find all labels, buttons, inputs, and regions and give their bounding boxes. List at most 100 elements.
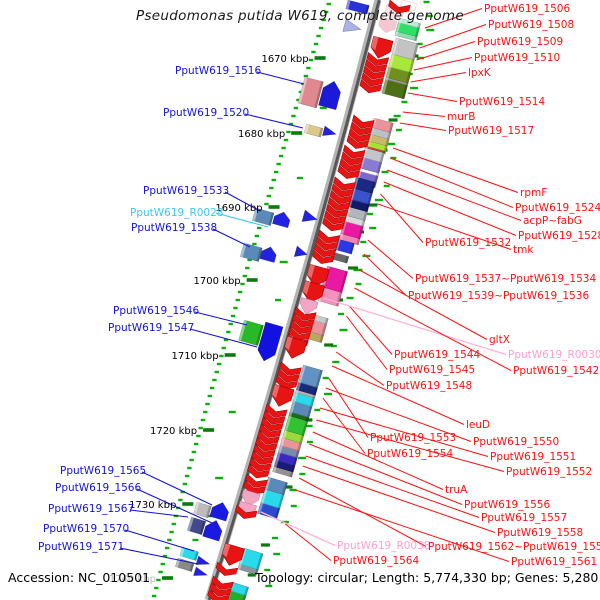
gene-box-segment[interactable] [385, 67, 411, 84]
red-chevron-glyph[interactable] [214, 561, 239, 579]
left-strand-glyph[interactable] [209, 500, 231, 522]
red-chevron-glyph[interactable] [262, 410, 286, 427]
gene-label-right[interactable]: PputW619_1550 [473, 436, 559, 448]
gene-box-segment[interactable] [278, 445, 300, 458]
rna-gene-arrow-run[interactable] [387, 0, 411, 16]
red-chevron-glyph[interactable] [346, 134, 370, 151]
red-chevron-glyph[interactable] [260, 416, 284, 433]
red-chevron-glyph[interactable] [254, 437, 278, 454]
red-chevron-glyph[interactable] [289, 320, 313, 336]
rna-gene-arrow-run[interactable] [274, 361, 302, 392]
gene-box-segment[interactable] [388, 54, 415, 73]
gene-label-left[interactable]: PputW619_1567 [48, 503, 134, 515]
rna-gene-arrow-run[interactable] [282, 335, 308, 361]
small-arrow-glyph[interactable] [342, 18, 363, 36]
gene-label-right[interactable]: rpmF [520, 187, 547, 199]
red-chevron-glyph[interactable] [252, 443, 276, 460]
rna-gene-arrow-run[interactable] [359, 35, 394, 95]
rna-gene-arrow-run[interactable] [311, 229, 341, 266]
rna-gene-arrow-run[interactable] [269, 383, 295, 409]
left-strand-glyph[interactable] [301, 209, 319, 225]
gene-box-segment[interactable] [385, 77, 409, 86]
gene-box-segment[interactable] [330, 251, 349, 264]
red-chevron-glyph[interactable] [360, 72, 384, 89]
gene-label-right[interactable]: murB [447, 111, 475, 123]
arrow-glyph[interactable] [272, 210, 291, 229]
gene-label-right[interactable]: PputW619_1545 [389, 364, 475, 376]
gene-box-segment[interactable] [358, 168, 379, 177]
gene-box-segment[interactable] [381, 79, 408, 99]
gene-box[interactable] [251, 207, 275, 226]
gene-label-right[interactable]: PputW619_1552 [506, 466, 592, 478]
gene-box-stack[interactable] [394, 17, 421, 42]
red-chevron-glyph[interactable] [250, 450, 274, 467]
gene-label-left[interactable]: PputW619_1516 [175, 65, 261, 77]
left-strand-glyph[interactable] [345, 0, 370, 15]
gene-box-segment[interactable] [394, 31, 418, 41]
gene-box-segment[interactable] [295, 389, 316, 399]
arrow-glyph[interactable] [318, 79, 343, 111]
gene-box-segment[interactable] [398, 18, 421, 29]
rna-gene-arrow-run[interactable] [337, 144, 366, 181]
rna-gene-arrow-run[interactable] [346, 114, 375, 151]
left-strand-glyph[interactable] [272, 210, 291, 229]
gene-box-segment[interactable] [284, 415, 308, 436]
left-strand-glyph[interactable] [318, 79, 343, 111]
gene-box-segment[interactable] [237, 564, 259, 575]
left-strand-glyph[interactable] [193, 501, 212, 519]
gene-label-left[interactable]: PputW619_1546 [113, 305, 199, 317]
red-chevron-glyph[interactable] [342, 144, 366, 161]
left-strand-glyph[interactable] [255, 321, 284, 363]
gene-box-segment[interactable] [348, 199, 370, 213]
red-chevron-glyph[interactable] [276, 368, 300, 385]
gene-label-left[interactable]: PputW619_1565 [60, 465, 146, 477]
red-chevron-glyph[interactable] [311, 249, 335, 266]
gene-box-segment[interactable] [359, 157, 382, 174]
gene-label-right[interactable]: PputW619_1532 [425, 237, 511, 249]
red-chevron-glyph[interactable] [234, 504, 258, 522]
red-chevron-glyph[interactable] [329, 190, 353, 207]
red-chevron-glyph[interactable] [315, 236, 339, 253]
gene-label-right[interactable]: PputW619_1509 [477, 36, 563, 48]
left-strand-glyph[interactable] [187, 516, 207, 536]
left-strand-glyph[interactable] [297, 76, 324, 109]
gene-box-stack[interactable] [237, 547, 264, 576]
gene-label-right[interactable]: PputW619_1558 [497, 527, 583, 539]
gene-label-right[interactable]: PputW619_R0030 [508, 349, 600, 361]
red-chevron-glyph[interactable] [293, 306, 317, 323]
gene-box-segment[interactable] [340, 221, 364, 240]
left-strand-glyph[interactable] [293, 245, 309, 260]
left-strand-glyph[interactable] [303, 123, 324, 138]
red-chevron-glyph[interactable] [351, 114, 375, 131]
gene-box-stack[interactable] [338, 176, 376, 246]
arrow-glyph[interactable] [209, 500, 231, 522]
gene-box-segment[interactable] [371, 118, 394, 133]
gene-label-right[interactable]: PputW619_1561 [511, 556, 597, 568]
gene-box-stack[interactable] [381, 37, 419, 100]
gene-label-right[interactable]: PputW619_1554 [367, 448, 453, 460]
rna-gene-arrow-run[interactable] [321, 176, 356, 234]
red-chevron-glyph[interactable] [274, 375, 298, 391]
rna-gene-arrow-run[interactable] [298, 297, 319, 317]
gene-box-segment[interactable] [296, 382, 318, 396]
gene-label-right[interactable]: tmk [513, 244, 534, 256]
red-chevron-glyph[interactable] [323, 210, 347, 227]
gene-box-segment[interactable] [350, 188, 373, 205]
left-strand-glyph[interactable] [238, 319, 264, 346]
arrow-glyph[interactable] [202, 518, 225, 542]
gene-label-right[interactable]: PputW619_1539~PputW619_1536 [408, 290, 589, 302]
gene-label-right[interactable]: PputW619_R0038 [337, 540, 430, 552]
gene-box-segment[interactable] [280, 438, 302, 452]
rna-gene-arrow-run[interactable] [214, 561, 239, 579]
red-chevron-glyph[interactable] [364, 58, 388, 75]
left-strand-glyph[interactable] [174, 557, 195, 572]
red-chevron-glyph[interactable] [313, 243, 337, 259]
red-arrow-glyph[interactable] [282, 335, 308, 361]
gene-label-right[interactable]: PputW619_1506 [484, 3, 570, 15]
red-chevron-glyph[interactable] [258, 423, 282, 440]
rna-gene-arrow-run[interactable] [246, 403, 288, 481]
gene-label-right[interactable]: PputW619_1514 [459, 96, 545, 108]
red-arrow-glyph[interactable] [305, 263, 330, 289]
gene-box-segment[interactable] [369, 127, 391, 140]
gene-label-right[interactable]: PputW619_1557 [481, 512, 567, 524]
